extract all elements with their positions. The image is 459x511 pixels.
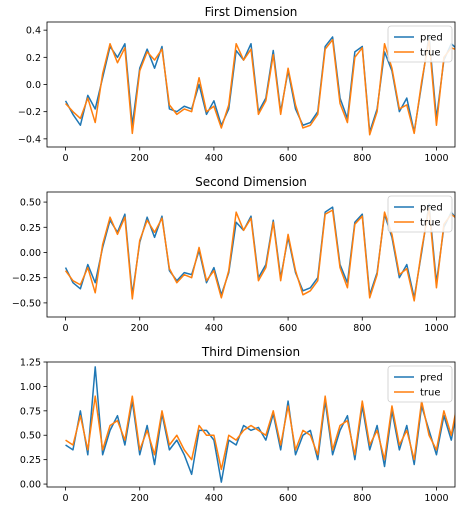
x-tick-label: 0 xyxy=(63,493,69,504)
x-tick-label: 800 xyxy=(353,153,371,164)
y-tick-label: −0.25 xyxy=(12,273,41,284)
x-tick-label: 600 xyxy=(279,323,297,334)
y-tick-label: 0.0 xyxy=(26,80,41,91)
y-tick-label: 0.25 xyxy=(20,455,41,466)
x-tick-label: 600 xyxy=(279,153,297,164)
x-tick-label: 400 xyxy=(205,323,223,334)
legend: pred true xyxy=(387,195,453,233)
x-tick-label: 1000 xyxy=(424,493,448,504)
legend: pred true xyxy=(387,365,453,403)
axes-frame xyxy=(46,361,456,488)
y-tick-label: 0.75 xyxy=(20,406,41,417)
chart-title: Third Dimension xyxy=(201,345,300,359)
y-tick-label: 0.2 xyxy=(26,53,41,64)
legend-box xyxy=(387,195,453,233)
y-tick-label: 0.00 xyxy=(20,248,41,259)
x-tick-label: 400 xyxy=(205,493,223,504)
series-line-true xyxy=(64,38,455,136)
x-tick-label: 400 xyxy=(205,153,223,164)
legend-label-pred: pred xyxy=(420,33,443,44)
y-tick-label: 1.25 xyxy=(20,358,41,369)
legend-label-pred: pred xyxy=(420,373,443,384)
x-tick-label: 1000 xyxy=(424,153,448,164)
y-tick-label: 0.50 xyxy=(20,431,41,442)
legend-label-true: true xyxy=(420,388,441,399)
y-tick-label: −0.4 xyxy=(18,134,41,145)
x-tick-label: 200 xyxy=(131,493,149,504)
x-tick-label: 0 xyxy=(63,153,69,164)
y-tick-label: −0.2 xyxy=(18,107,41,118)
x-tick-label: 1000 xyxy=(424,323,448,334)
y-tick-label: 0.4 xyxy=(26,26,41,37)
x-tick-label: 0 xyxy=(63,323,69,334)
legend-box xyxy=(387,365,453,403)
chart-title: First Dimension xyxy=(205,5,298,19)
chart-title: Second Dimension xyxy=(195,175,307,189)
legend-label-true: true xyxy=(420,218,441,229)
subplot-first-dimension: First Dimension 0 200 400 600 800 1000 −0.4 −0.2… xyxy=(18,5,456,164)
x-tick-label: 200 xyxy=(131,153,149,164)
legend-label-true: true xyxy=(420,48,441,59)
y-tick-label: 0.50 xyxy=(20,198,41,209)
y-tick-label: 1.00 xyxy=(20,382,41,393)
legend: pred true xyxy=(387,25,453,63)
y-tick-label: 0.25 xyxy=(20,223,41,234)
series-line-true xyxy=(65,395,455,471)
y-tick-label: −0.50 xyxy=(12,298,41,309)
legend-label-pred: pred xyxy=(420,203,443,214)
x-tick-label: 600 xyxy=(279,493,297,504)
axes-frame xyxy=(46,191,456,318)
x-tick-label: 800 xyxy=(353,323,371,334)
subplot-second-dimension: Second Dimension 0 200 400 600 800 1000 −0.50 −0… xyxy=(12,175,456,334)
x-tick-label: 200 xyxy=(131,323,149,334)
x-tick-label: 800 xyxy=(353,493,371,504)
y-tick-label: 0.00 xyxy=(20,480,41,491)
series-line-pred xyxy=(65,366,455,483)
series-line-true xyxy=(64,207,455,302)
legend-box xyxy=(387,25,453,63)
subplot-third-dimension: Third Dimension 0 200 400 600 800 1000 0.00 0.25… xyxy=(20,345,456,504)
